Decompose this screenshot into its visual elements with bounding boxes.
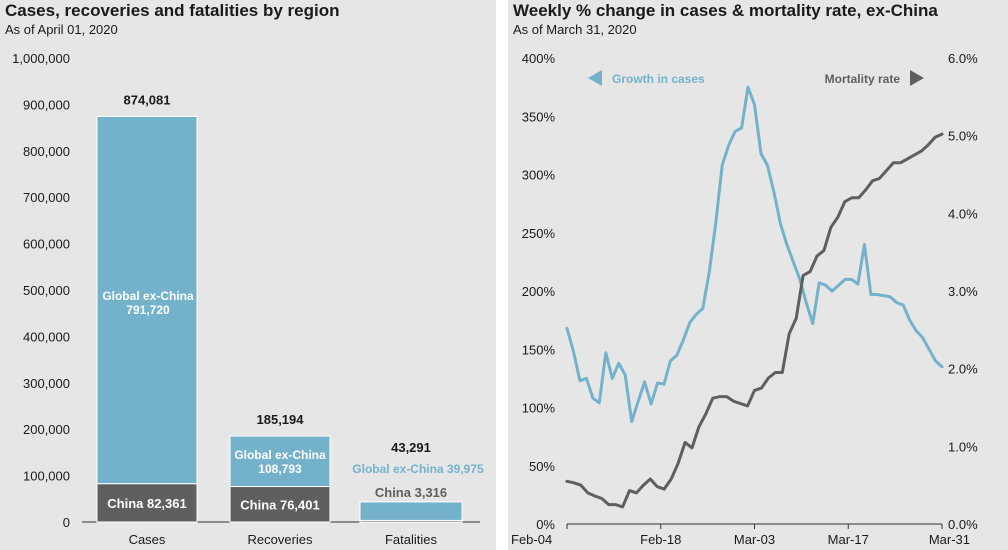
x-tick-label: Fatalities <box>385 532 438 547</box>
legend-right-arrow-icon <box>910 70 924 86</box>
legend-growth-label: Growth in cases <box>612 72 705 86</box>
global-label: 108,793 <box>258 462 302 476</box>
line-chart: 0% 50% 100% 150% 200% 250% 300% 350% 400% 0.0% 1.0… <box>511 51 978 547</box>
right-y-tick-label: 3.0% <box>948 284 978 299</box>
left-y-tick-label: 0% <box>536 517 555 532</box>
left-y-tick-label: 50% <box>529 459 555 474</box>
left-y-tick-label: 400% <box>522 51 556 66</box>
growth-in-cases-line <box>565 85 944 423</box>
y-tick-label: 500,000 <box>23 283 70 298</box>
bar-global-ex-china <box>359 501 463 521</box>
global-label: 791,720 <box>126 303 170 317</box>
left-y-tick-label: 150% <box>522 342 556 357</box>
x-tick-label: Mar-31 <box>929 532 970 547</box>
left-y-tick-label: 350% <box>522 109 556 124</box>
bar-china <box>96 483 198 523</box>
x-tick-label: Mar-03 <box>734 532 775 547</box>
global-label: Global ex-China <box>102 289 194 303</box>
right-chart-title: Weekly % change in cases & mortality rat… <box>513 1 938 20</box>
y-tick-label: 100,000 <box>23 469 70 484</box>
right-y-tick-label: 1.0% <box>948 439 978 454</box>
china-label: China 82,361 <box>107 496 187 511</box>
global-label: Global ex-China 39,975 <box>352 462 484 476</box>
x-tick-label: Recoveries <box>247 532 313 547</box>
left-y-tick-label: 300% <box>522 168 556 183</box>
y-tick-label: 400,000 <box>23 329 70 344</box>
y-tick-label: 800,000 <box>23 144 70 159</box>
total-label: 43,291 <box>391 440 431 455</box>
y-tick-label: 1,000,000 <box>12 51 70 66</box>
x-tick-label: Cases <box>129 532 166 547</box>
bar-china <box>359 519 463 523</box>
y-tick-label: 900,000 <box>23 97 70 112</box>
mortality-rate-line <box>565 132 944 509</box>
y-tick-label: 300,000 <box>23 376 70 391</box>
y-tick-label: 200,000 <box>23 422 70 437</box>
right-chart-panel: Weekly % change in cases & mortality rat… <box>508 0 1008 550</box>
total-label: 185,194 <box>257 412 305 427</box>
right-chart-subtitle: As of March 31, 2020 <box>513 22 637 37</box>
left-y-tick-label: 100% <box>522 401 556 416</box>
right-y-tick-label: 5.0% <box>948 129 978 144</box>
left-chart-panel: Cases, recoveries and fatalities by regi… <box>0 0 496 550</box>
bar-china <box>229 486 331 523</box>
x-tick-label: Feb-18 <box>640 532 681 547</box>
right-y-tick-label: 2.0% <box>948 362 978 377</box>
china-label: China 3,316 <box>375 485 447 500</box>
china-label: China 76,401 <box>240 497 320 512</box>
right-y-tick-label: 4.0% <box>948 206 978 221</box>
y-tick-label: 0 <box>63 515 70 530</box>
x-tick-label: Mar-17 <box>828 532 869 547</box>
x-tick-label: Feb-04 <box>511 532 552 547</box>
right-y-tick-label: 0.0% <box>948 517 978 532</box>
right-y-tick-label: 6.0% <box>948 51 978 66</box>
y-tick-label: 700,000 <box>23 190 70 205</box>
bar-chart: 0 100,000 200,000 300,000 400,000 500,000 600,… <box>12 51 484 547</box>
left-chart-subtitle: As of April 01, 2020 <box>5 22 118 37</box>
left-y-tick-label: 200% <box>522 284 556 299</box>
y-tick-label: 600,000 <box>23 237 70 252</box>
left-chart-title: Cases, recoveries and fatalities by regi… <box>5 1 340 20</box>
legend-left-arrow-icon <box>588 70 602 86</box>
bar-global-ex-china <box>229 435 331 488</box>
bar-global-ex-china <box>96 115 198 485</box>
left-y-tick-label: 250% <box>522 226 556 241</box>
legend-mortality-label: Mortality rate <box>825 72 901 86</box>
global-label: Global ex-China <box>234 448 326 462</box>
total-label: 874,081 <box>124 92 171 107</box>
